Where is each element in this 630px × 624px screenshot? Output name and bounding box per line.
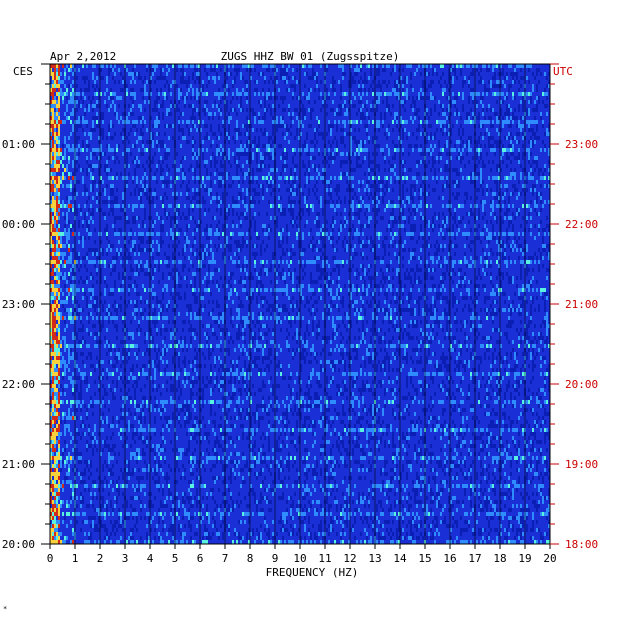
x-tick-label: 17	[468, 552, 481, 565]
right-time-tick-label: 21:00	[565, 298, 598, 311]
left-time-tick-label: 21:00	[2, 458, 35, 471]
left-time-tick-label: 01:00	[2, 138, 35, 151]
x-tick-label: 7	[222, 552, 229, 565]
left-time-tick-label: 22:00	[2, 378, 35, 391]
right-time-tick-label: 18:00	[565, 538, 598, 551]
right-time-tick-label: 19:00	[565, 458, 598, 471]
x-tick-label: 12	[343, 552, 356, 565]
x-tick-label: 2	[97, 552, 104, 565]
left-time-tick-label: 20:00	[2, 538, 35, 551]
x-tick-label: 20	[543, 552, 556, 565]
x-tick-label: 19	[518, 552, 531, 565]
spectrogram-texture	[50, 64, 550, 544]
right-time-tick-label: 20:00	[565, 378, 598, 391]
x-tick-label: 14	[393, 552, 407, 565]
left-time-axis: 01:00 00:00 23:00 22:00 21:00 20:00	[2, 63, 50, 551]
frequency-grid	[74, 64, 526, 544]
x-tick-label: 4	[147, 552, 154, 565]
spectrogram-plot-area	[49, 63, 551, 545]
left-time-tick-label: 23:00	[2, 298, 35, 311]
right-time-axis: 23:00 22:00 21:00 20:00 19:00 18:00	[550, 63, 598, 551]
x-tick-label: 10	[293, 552, 306, 565]
x-tick-label: 0	[47, 552, 54, 565]
right-time-tick-label: 22:00	[565, 218, 598, 231]
footnote-mark: *	[3, 605, 8, 613]
x-axis: 0 1 2 3 4 5 6 7 8 9 10 11 12 13 14 15 16 17 18 19 20	[47, 544, 557, 565]
x-tick-label: 8	[247, 552, 254, 565]
x-axis-label: FREQUENCY (HZ)	[266, 566, 359, 579]
x-tick-label: 9	[272, 552, 279, 565]
left-time-tick-label: 00:00	[2, 218, 35, 231]
chart-date-title: Apr 2,2012	[50, 50, 116, 63]
x-tick-label: 5	[172, 552, 179, 565]
x-tick-label: 3	[122, 552, 129, 565]
x-tick-label: 1	[72, 552, 79, 565]
right-time-tick-label: 23:00	[565, 138, 598, 151]
left-time-zone-label: CES	[13, 65, 33, 78]
x-tick-label: 16	[443, 552, 456, 565]
chart-station-title: ZUGS HHZ BW 01 (Zugsspitze)	[221, 50, 400, 63]
x-tick-label: 15	[418, 552, 431, 565]
x-tick-label: 6	[197, 552, 204, 565]
x-tick-label: 11	[318, 552, 331, 565]
x-tick-label: 18	[493, 552, 506, 565]
right-time-zone-label: UTC	[553, 65, 573, 78]
x-tick-label: 13	[368, 552, 381, 565]
